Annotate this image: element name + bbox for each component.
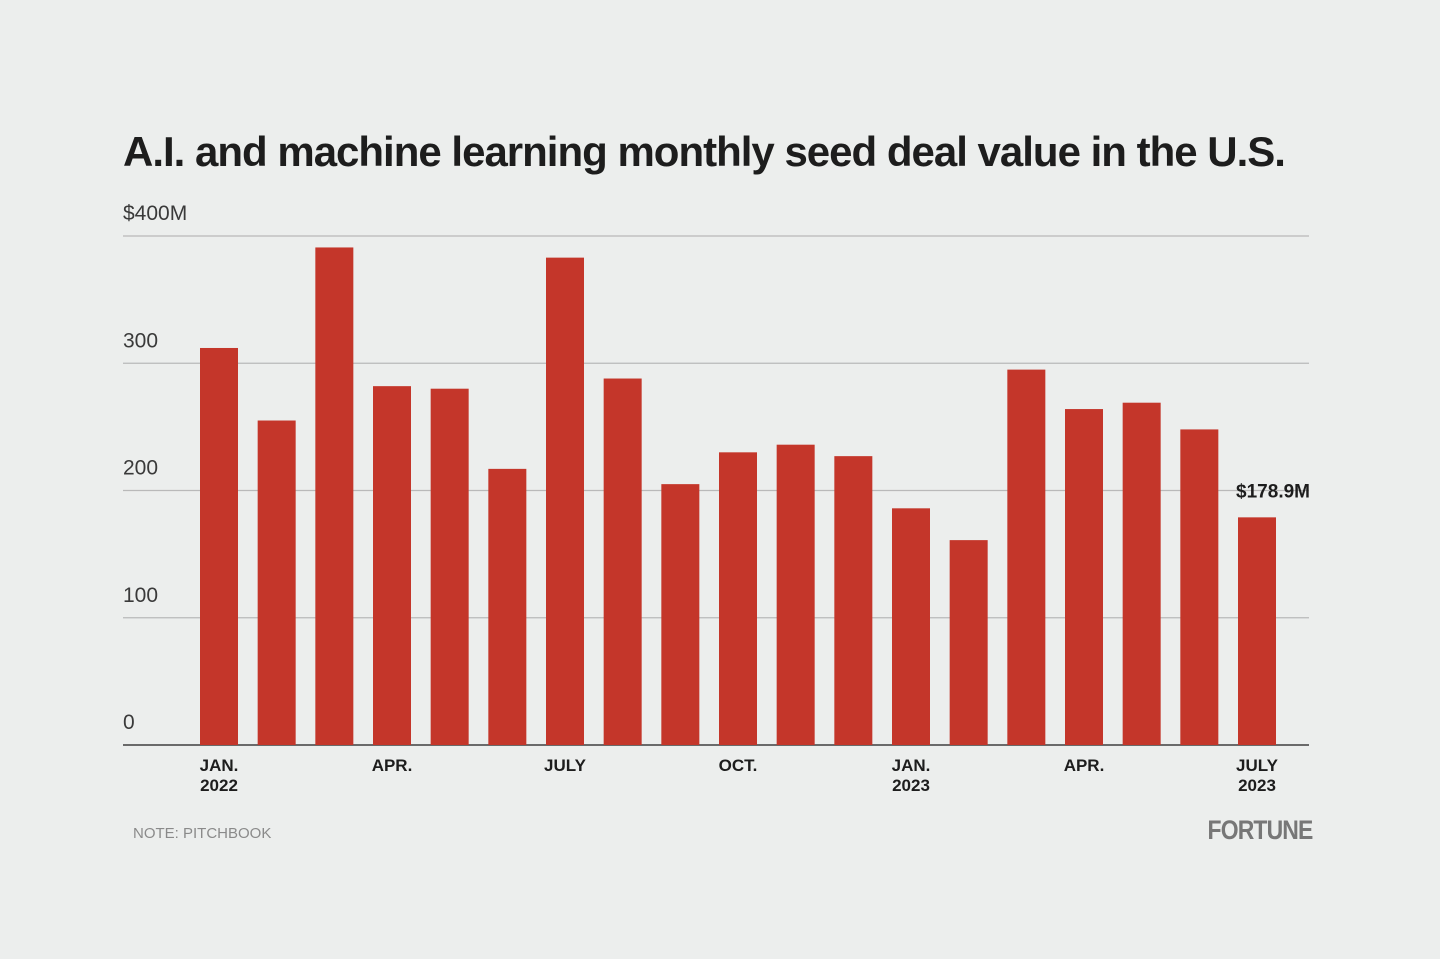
bar xyxy=(719,452,757,745)
y-tick-label: 300 xyxy=(123,329,158,352)
bar xyxy=(546,257,584,745)
bar xyxy=(603,378,642,745)
value-label: $178.9M xyxy=(1236,481,1310,502)
bar xyxy=(1238,517,1276,745)
bar xyxy=(488,468,527,745)
bar xyxy=(200,347,238,745)
x-tick-label: JULY 2023 xyxy=(1236,756,1278,795)
chart-title: A.I. and machine learning monthly seed d… xyxy=(123,128,1286,175)
x-tick-label: JAN. 2023 xyxy=(891,756,931,795)
bar xyxy=(776,444,815,745)
bar xyxy=(257,420,296,745)
y-tick-label: $400M xyxy=(123,202,187,225)
bar xyxy=(373,386,411,745)
bar xyxy=(430,388,469,745)
bar xyxy=(1007,369,1046,745)
bar xyxy=(892,508,930,745)
y-tick-label: 200 xyxy=(123,457,158,480)
source-note: NOTE: PITCHBOOK xyxy=(133,825,272,842)
bar xyxy=(661,484,700,745)
bar xyxy=(834,456,873,745)
x-tick-label: JAN. 2022 xyxy=(199,756,239,795)
bar xyxy=(949,540,988,745)
bar xyxy=(1122,402,1161,745)
bar xyxy=(315,247,354,745)
x-tick-label: APR. xyxy=(371,756,413,775)
y-tick-label: 0 xyxy=(123,711,135,734)
x-tick-label: JULY xyxy=(544,756,586,775)
brand-logo: FORTUNE xyxy=(1207,815,1313,845)
bar xyxy=(1180,429,1219,745)
x-tick-label: APR. xyxy=(1063,756,1105,775)
bar xyxy=(1065,409,1103,745)
x-tick-label: OCT. xyxy=(718,756,758,775)
y-tick-label: 100 xyxy=(123,584,158,607)
